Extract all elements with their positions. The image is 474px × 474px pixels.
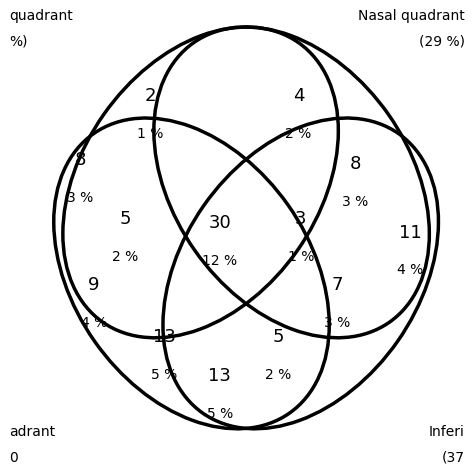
Text: 3 %: 3 % bbox=[342, 195, 368, 209]
Text: 13: 13 bbox=[208, 367, 231, 385]
Text: 3 %: 3 % bbox=[324, 316, 350, 330]
Text: 2 %: 2 % bbox=[112, 250, 138, 264]
Text: 1 %: 1 % bbox=[137, 127, 164, 141]
Text: 3 %: 3 % bbox=[67, 191, 93, 205]
Text: 1 %: 1 % bbox=[288, 250, 314, 264]
Text: 4: 4 bbox=[292, 87, 304, 105]
Text: 3: 3 bbox=[295, 210, 307, 228]
Text: 9: 9 bbox=[88, 276, 100, 294]
Text: 11: 11 bbox=[399, 224, 421, 242]
Text: 4 %: 4 % bbox=[397, 264, 423, 277]
Text: 2 %: 2 % bbox=[265, 368, 291, 382]
Text: Inferi: Inferi bbox=[428, 426, 465, 439]
Text: 4 %: 4 % bbox=[81, 316, 107, 330]
Text: adrant: adrant bbox=[9, 426, 55, 439]
Text: 12 %: 12 % bbox=[202, 254, 237, 268]
Text: 30: 30 bbox=[209, 214, 231, 232]
Text: 5: 5 bbox=[120, 210, 131, 228]
Text: (29 %): (29 %) bbox=[419, 35, 465, 48]
Text: 2 %: 2 % bbox=[285, 127, 311, 141]
Text: 5 %: 5 % bbox=[151, 368, 177, 382]
Text: %): %) bbox=[9, 35, 28, 48]
Text: 8: 8 bbox=[74, 151, 86, 169]
Text: Nasal quadrant: Nasal quadrant bbox=[358, 9, 465, 24]
Text: quadrant: quadrant bbox=[9, 9, 73, 24]
Text: 2: 2 bbox=[145, 87, 156, 105]
Text: 0: 0 bbox=[9, 450, 18, 465]
Text: (37: (37 bbox=[441, 450, 465, 465]
Text: 8: 8 bbox=[350, 155, 361, 173]
Text: 13: 13 bbox=[153, 328, 176, 346]
Text: 5 %: 5 % bbox=[207, 407, 233, 421]
Text: 7: 7 bbox=[331, 276, 343, 294]
Text: 5: 5 bbox=[272, 328, 284, 346]
